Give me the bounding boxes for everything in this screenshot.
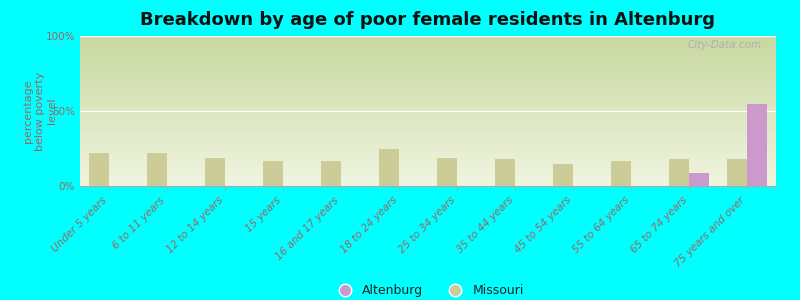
Bar	[553, 164, 573, 186]
Bar	[262, 160, 283, 186]
Y-axis label: percentage
below poverty
level: percentage below poverty level	[23, 71, 57, 151]
Bar	[689, 172, 710, 186]
Bar	[89, 153, 109, 186]
Bar	[321, 160, 341, 186]
Legend: Altenburg, Missouri: Altenburg, Missouri	[327, 279, 529, 300]
Bar	[610, 160, 631, 186]
Bar	[205, 158, 225, 186]
Bar	[378, 148, 399, 186]
Bar	[669, 159, 689, 186]
Title: Breakdown by age of poor female residents in Altenburg: Breakdown by age of poor female resident…	[141, 11, 715, 29]
Text: City-Data.com: City-Data.com	[688, 40, 762, 50]
Bar	[726, 159, 747, 186]
Bar	[747, 103, 767, 186]
Bar	[437, 158, 457, 186]
Bar	[146, 153, 167, 186]
Bar	[494, 159, 515, 186]
